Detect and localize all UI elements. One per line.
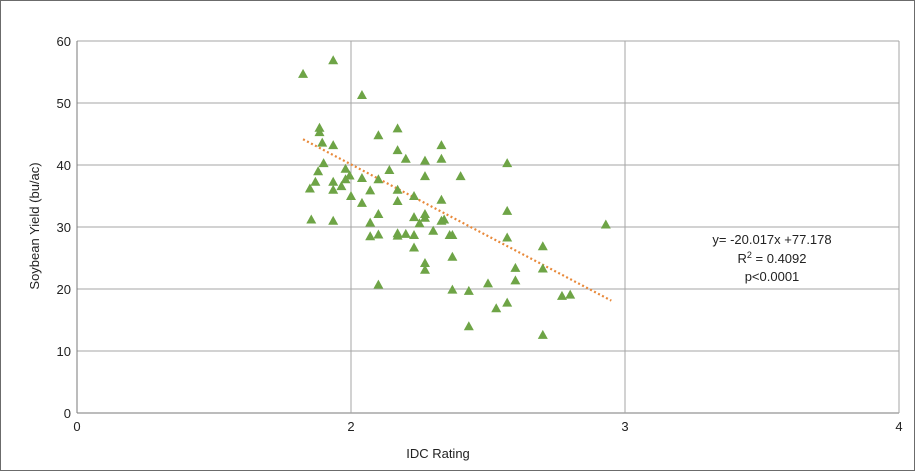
data-point [537,329,548,339]
data-point [419,155,430,165]
data-point [365,185,376,195]
data-point [409,191,420,200]
data-point [556,290,567,300]
tick-labels: 0 10 20 30 40 50 60 0 2 3 4 [57,34,903,434]
data-point [419,212,430,222]
data-point [313,166,324,176]
data-point [328,215,339,225]
data-point [510,262,521,272]
data-point [336,181,347,191]
data-point [447,230,458,240]
y-tick-label: 40 [57,158,71,173]
data-point [436,194,447,204]
data-point [400,153,411,163]
data-point [384,164,395,174]
x-tick-label: 3 [621,419,628,434]
y-tick-label: 0 [64,406,71,421]
x-axis-label: IDC Rating [406,446,470,461]
y-tick-label: 30 [57,220,71,235]
data-point [419,257,430,267]
x-tick-label: 2 [347,419,354,434]
y-axis-label: Soybean Yield (bu/ac) [27,162,42,289]
data-point [304,183,315,193]
data-point [463,285,474,295]
trendline-path [302,138,612,302]
data-point [392,184,403,194]
data-point [419,264,430,274]
data-point [502,297,513,307]
data-point [414,218,425,228]
data-point [455,171,466,181]
data-point [392,230,403,240]
data-point [373,279,384,289]
data-point [502,232,513,242]
grid [76,40,900,414]
data-point [344,170,355,180]
data-point [419,171,430,181]
x-tick-label: 0 [73,419,80,434]
data-point [502,158,513,168]
data-point [483,278,493,288]
data-point [310,176,321,186]
data-point [373,208,384,218]
data-point [510,275,521,285]
data-point [409,212,420,222]
y-tick-label: 10 [57,344,71,359]
data-point [436,140,447,150]
trend-equation: y= -20.017x +77.178 [712,232,831,247]
data-point [328,184,339,194]
data-point [392,195,403,205]
data-point [392,123,403,133]
y-tick-label: 20 [57,282,71,297]
data-point [365,231,376,241]
data-point [346,191,356,200]
data-point [314,127,325,137]
data-point [537,263,548,273]
data-point [392,145,403,155]
data-point [328,176,339,186]
r-squared-value: = 0.4092 [752,251,807,266]
data-point [373,130,384,140]
r-squared-exponent: 2 [747,250,752,260]
data-point [298,68,309,78]
y-tick-label: 50 [57,96,71,111]
data-point [565,289,576,299]
y-tick-label: 60 [57,34,71,49]
data-point [463,321,474,331]
data-point [373,229,384,239]
data-point [373,174,384,184]
data-point [356,197,367,207]
data-point [400,228,411,238]
data-point [340,163,351,173]
data-point [600,219,611,229]
data-point [436,153,447,163]
data-point [409,230,420,240]
trendline [302,138,612,302]
data-points [298,55,611,339]
data-point [328,140,339,150]
data-point [328,55,339,65]
p-value-label: p<0.0001 [745,269,800,284]
r-squared-r: R [738,251,747,266]
data-point [356,89,367,99]
data-point [447,251,458,261]
data-point [447,284,458,294]
data-point [409,242,420,252]
data-point [306,214,317,224]
data-point [439,214,450,224]
x-tick-label: 4 [895,419,902,434]
data-point [356,173,367,183]
data-point [428,225,439,235]
data-point [502,205,513,215]
data-point [365,217,376,227]
r-squared-label: R2 = 0.4092 [738,250,807,266]
data-point [318,158,329,168]
data-point [491,303,502,313]
data-point [537,241,548,251]
data-point [317,137,328,147]
